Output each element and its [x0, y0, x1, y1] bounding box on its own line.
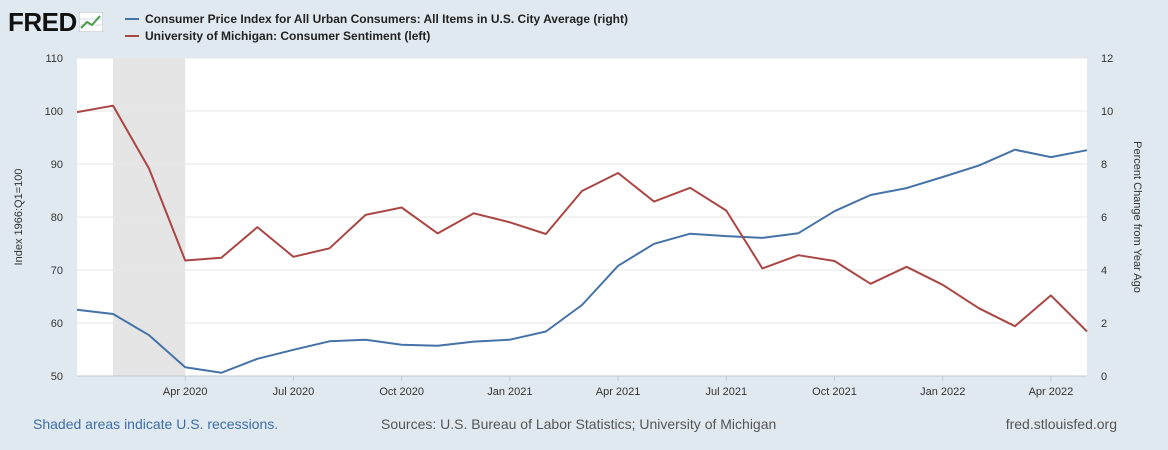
- x-tick-label: Jan 2022: [920, 386, 965, 398]
- sources-text: Sources: U.S. Bureau of Labor Statistics…: [381, 416, 777, 432]
- y-right-tick-label: 2: [1101, 318, 1107, 330]
- x-tick-label: Oct 2020: [379, 386, 424, 398]
- legend-label-cpi: Consumer Price Index for All Urban Consu…: [145, 11, 628, 26]
- y-right-tick-label: 6: [1101, 212, 1107, 224]
- x-tick-label: Jul 2020: [273, 386, 315, 398]
- legend-swatch-sentiment: [125, 34, 139, 37]
- x-tick-label: Jul 2021: [705, 386, 747, 398]
- y-left-tick-label: 60: [51, 318, 63, 330]
- y-right-tick-label: 10: [1101, 106, 1113, 118]
- chart-header: FRED Consumer Price Index for All Urban …: [0, 0, 1168, 48]
- x-tick-label: Apr 2020: [163, 386, 208, 398]
- y-left-tick-label: 80: [51, 212, 63, 224]
- x-tick-label: Apr 2022: [1029, 386, 1074, 398]
- x-tick-label: Oct 2021: [812, 386, 857, 398]
- y-right-tick-label: 8: [1101, 159, 1107, 171]
- x-tick-label: Apr 2021: [596, 386, 641, 398]
- fred-url-link[interactable]: fred.stlouisfed.org: [1005, 416, 1117, 432]
- legend-item-sentiment[interactable]: University of Michigan: Consumer Sentime…: [125, 27, 628, 44]
- line-chart[interactable]: 50 60 70 80 90 100 110 0 2 4 6 8 10 12 Apr 2020 Jul 202…: [0, 48, 1168, 404]
- chart-line-icon: [78, 12, 103, 32]
- legend-item-cpi[interactable]: Consumer Price Index for All Urban Consu…: [125, 10, 628, 27]
- x-tick-label: Jan 2021: [487, 386, 532, 398]
- y-right-axis-title: Percent Change from Year Ago: [1131, 141, 1143, 293]
- legend-swatch-cpi: [125, 17, 139, 20]
- recession-note-link[interactable]: Shaded areas indicate U.S. recessions.: [33, 416, 279, 432]
- y-left-tick-label: 100: [45, 106, 63, 118]
- y-right-tick-label: 0: [1101, 371, 1107, 383]
- y-left-axis-title: Index 1966:Q1=100: [13, 169, 25, 266]
- y-left-tick-label: 110: [45, 53, 63, 65]
- chart-legend: Consumer Price Index for All Urban Consu…: [125, 10, 628, 44]
- y-right-tick-label: 12: [1101, 53, 1113, 65]
- y-right-tick-label: 4: [1101, 265, 1107, 277]
- fred-logo[interactable]: FRED: [8, 7, 103, 37]
- y-left-tick-label: 90: [51, 159, 63, 171]
- legend-label-sentiment: University of Michigan: Consumer Sentime…: [145, 28, 431, 43]
- y-left-tick-label: 70: [51, 265, 63, 277]
- fred-logo-text: FRED: [8, 6, 77, 37]
- y-left-tick-label: 50: [51, 371, 63, 383]
- series-line-sentiment[interactable]: [76, 104, 1088, 333]
- series-line-cpi[interactable]: [76, 148, 1088, 374]
